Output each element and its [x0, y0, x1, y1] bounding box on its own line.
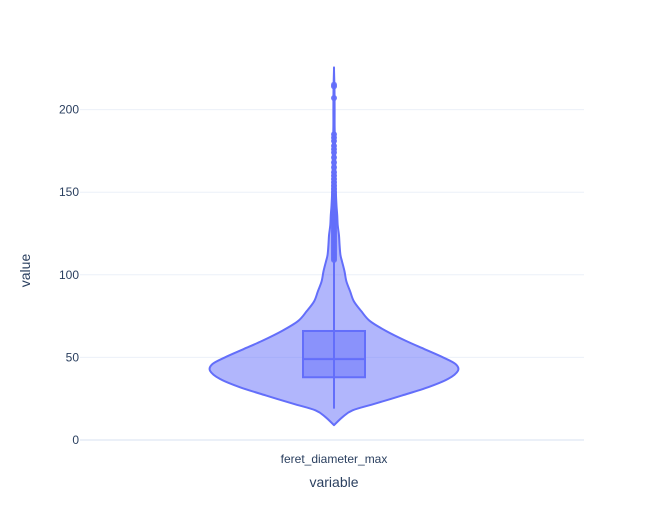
y-tick-label: 100: [59, 268, 79, 282]
box-iqr: [302, 329, 366, 379]
outlier-point[interactable]: [331, 154, 337, 161]
y-tick-label: 150: [59, 185, 79, 199]
outlier-point[interactable]: [331, 95, 337, 102]
violin-plot: [208, 66, 460, 427]
y-tick-label: 50: [66, 350, 80, 364]
y-tick-label: 0: [72, 433, 79, 447]
y-axis-title: value: [17, 254, 33, 288]
outlier-point[interactable]: [331, 81, 337, 88]
tick-labels: 0 50 100 150 200 feret_diameter_max: [59, 103, 387, 466]
x-axis-title: variable: [309, 474, 358, 490]
outlier-point[interactable]: [331, 164, 337, 171]
x-tick-label: feret_diameter_max: [281, 452, 388, 466]
outlier-point[interactable]: [331, 142, 337, 149]
y-tick-label: 200: [59, 103, 79, 117]
outlier-point[interactable]: [331, 131, 337, 138]
outlier-point[interactable]: [331, 169, 337, 176]
outlier-point[interactable]: [331, 159, 337, 166]
